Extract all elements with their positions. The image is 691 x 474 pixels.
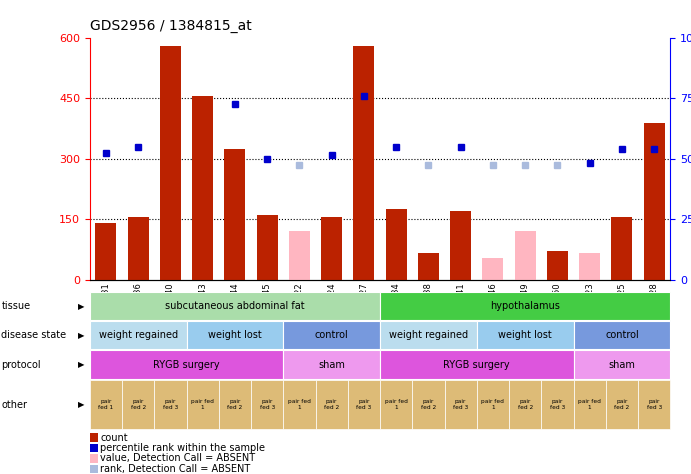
- Text: ▶: ▶: [78, 360, 84, 369]
- Bar: [289, 231, 310, 280]
- Text: count: count: [100, 432, 128, 443]
- Text: GDS2956 / 1384815_at: GDS2956 / 1384815_at: [90, 19, 252, 33]
- Text: disease state: disease state: [1, 330, 66, 340]
- Text: pair fed
1: pair fed 1: [191, 399, 214, 410]
- Text: percentile rank within the sample: percentile rank within the sample: [100, 443, 265, 453]
- Text: pair
fed 3: pair fed 3: [260, 399, 275, 410]
- Bar: [256, 215, 278, 280]
- Text: ▶: ▶: [78, 400, 84, 409]
- Bar: [418, 254, 439, 280]
- Text: protocol: protocol: [1, 360, 41, 370]
- Text: RYGB surgery: RYGB surgery: [444, 360, 510, 370]
- Bar: [643, 123, 665, 280]
- Text: pair
fed 3: pair fed 3: [550, 399, 565, 410]
- Bar: [128, 217, 149, 280]
- Bar: [225, 149, 245, 280]
- Bar: [450, 211, 471, 280]
- Text: ▶: ▶: [78, 331, 84, 339]
- Bar: [515, 231, 536, 280]
- Bar: [386, 209, 406, 280]
- Bar: [579, 254, 600, 280]
- Text: hypothalamus: hypothalamus: [490, 301, 560, 311]
- Text: rank, Detection Call = ABSENT: rank, Detection Call = ABSENT: [100, 464, 250, 474]
- Bar: [547, 252, 568, 280]
- Text: pair fed
1: pair fed 1: [482, 399, 504, 410]
- Text: pair fed
1: pair fed 1: [288, 399, 311, 410]
- Text: weight lost: weight lost: [498, 330, 552, 340]
- Bar: [482, 257, 503, 280]
- Text: pair
fed 3: pair fed 3: [453, 399, 468, 410]
- Text: ▶: ▶: [78, 302, 84, 310]
- Text: pair
fed 3: pair fed 3: [647, 399, 662, 410]
- Text: value, Detection Call = ABSENT: value, Detection Call = ABSENT: [100, 453, 255, 464]
- Text: pair
fed 2: pair fed 2: [324, 399, 339, 410]
- Text: subcutaneous abdominal fat: subcutaneous abdominal fat: [165, 301, 305, 311]
- Text: pair
fed 3: pair fed 3: [357, 399, 372, 410]
- Bar: [160, 46, 181, 280]
- Text: pair
fed 1: pair fed 1: [98, 399, 113, 410]
- Bar: [192, 96, 213, 280]
- Text: RYGB surgery: RYGB surgery: [153, 360, 220, 370]
- Text: pair
fed 2: pair fed 2: [227, 399, 243, 410]
- Text: pair fed
1: pair fed 1: [385, 399, 408, 410]
- Bar: [353, 46, 375, 280]
- Bar: [321, 217, 342, 280]
- Text: pair
fed 2: pair fed 2: [614, 399, 630, 410]
- Text: tissue: tissue: [1, 301, 30, 311]
- Text: pair
fed 2: pair fed 2: [421, 399, 436, 410]
- Bar: [612, 217, 632, 280]
- Text: pair
fed 2: pair fed 2: [518, 399, 533, 410]
- Text: control: control: [315, 330, 348, 340]
- Text: other: other: [1, 400, 28, 410]
- Text: pair
fed 2: pair fed 2: [131, 399, 146, 410]
- Text: weight regained: weight regained: [99, 330, 178, 340]
- Text: sham: sham: [319, 360, 345, 370]
- Text: pair fed
1: pair fed 1: [578, 399, 601, 410]
- Text: pair
fed 3: pair fed 3: [163, 399, 178, 410]
- Text: weight regained: weight regained: [389, 330, 468, 340]
- Text: weight lost: weight lost: [208, 330, 262, 340]
- Text: sham: sham: [609, 360, 635, 370]
- Text: control: control: [605, 330, 638, 340]
- Bar: [95, 223, 116, 280]
